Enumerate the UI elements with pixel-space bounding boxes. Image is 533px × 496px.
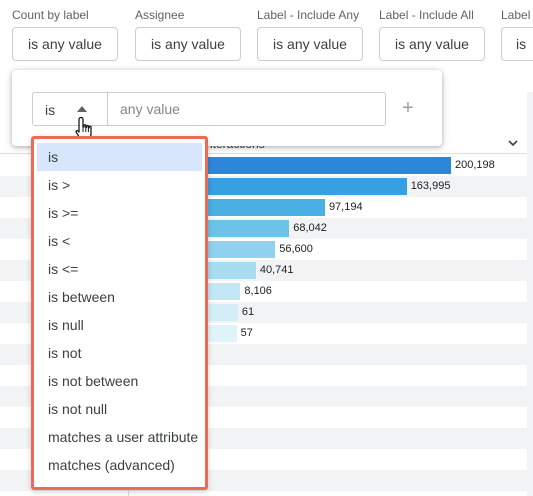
bar-value-label: 61	[241, 306, 255, 318]
data-bar	[206, 178, 407, 195]
dashboard-filter-bar: Count by label is any value Assignee is …	[0, 0, 533, 70]
data-bar	[206, 241, 276, 258]
data-bar	[206, 157, 451, 174]
operator-dropdown-menu: is is > is >= is < is <= is between is null is …	[31, 136, 208, 490]
filter-label: Count by label	[12, 8, 89, 22]
data-bar	[206, 304, 238, 321]
table-row: 200,198	[0, 155, 527, 176]
operator-select[interactable]: is	[32, 92, 108, 126]
operator-option[interactable]: is	[37, 143, 202, 171]
operator-option[interactable]: is >	[48, 177, 71, 193]
data-bar	[206, 262, 256, 279]
bar-value-label: 68,042	[293, 222, 327, 234]
data-bar	[206, 199, 325, 216]
table-row: 8,106	[0, 281, 527, 302]
filter-label: Assignee	[135, 8, 185, 22]
filter-label: Label - Include Any	[257, 8, 360, 22]
operator-option[interactable]: is >=	[48, 205, 79, 221]
bar-value-label: 40,741	[259, 264, 294, 276]
bar-value-label: 8,106	[244, 285, 272, 297]
filter-value-input[interactable]	[107, 92, 386, 126]
vertical-scrollbar[interactable]	[527, 92, 533, 496]
operator-option[interactable]: is not	[48, 345, 82, 361]
operator-option[interactable]: is <=	[48, 261, 79, 277]
operator-value: is	[45, 102, 56, 118]
bar-value-label: 57	[240, 327, 253, 339]
operator-option[interactable]: matches (advanced)	[48, 457, 175, 473]
filter-value-button[interactable]: is any value	[379, 27, 485, 61]
filter-label: Label	[501, 8, 531, 22]
data-bar	[206, 325, 237, 342]
bar-value-label: 56,600	[279, 243, 313, 255]
filter-value-button[interactable]: is any value	[257, 27, 363, 61]
operator-option[interactable]: matches a user attribute	[48, 429, 199, 445]
bar-value-label: 97,194	[328, 201, 363, 213]
operator-option[interactable]: is between	[48, 289, 115, 305]
table-row: 56,600	[0, 239, 527, 260]
filter-label: Label - Include All	[379, 8, 474, 22]
operator-option[interactable]: is <	[48, 233, 71, 249]
chevron-down-icon[interactable]	[508, 137, 518, 151]
filter-value-button[interactable]: is	[501, 27, 533, 61]
filter-condition-popup: is +	[12, 70, 442, 146]
bar-value-label: 200,198	[455, 159, 495, 171]
filter-value-button[interactable]: is any value	[12, 27, 118, 61]
hand-pointer-icon	[75, 116, 92, 141]
operator-option[interactable]: is not between	[48, 373, 139, 389]
caret-up-icon	[77, 106, 87, 112]
data-bar	[206, 283, 241, 300]
operator-option[interactable]: is not null	[48, 401, 108, 417]
plus-icon[interactable]: +	[402, 97, 414, 119]
bar-value-label: 163,995	[410, 180, 451, 192]
table-row: 97,194	[0, 197, 527, 218]
data-bar	[206, 220, 290, 237]
operator-option[interactable]: is null	[48, 317, 84, 333]
table-row: 57	[0, 323, 527, 344]
filter-value-button[interactable]: is any value	[135, 27, 241, 61]
